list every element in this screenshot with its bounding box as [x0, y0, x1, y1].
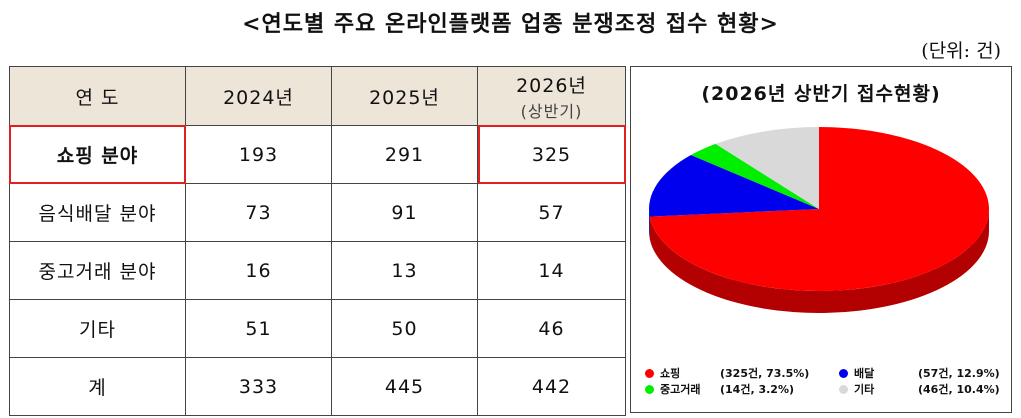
- legend-name: 중고거래: [660, 383, 701, 396]
- legend-swatch: [839, 385, 848, 394]
- header-2025: 2025년: [331, 66, 478, 126]
- cell-2025: 445: [331, 357, 478, 416]
- pie-side-배달: [649, 209, 650, 239]
- legend-name: 기타: [854, 383, 875, 396]
- cell-2026: 57: [477, 183, 626, 242]
- stats-table: 연 도 2024년 2025년 2026년 (상반기) 쇼핑 분야 193 29…: [9, 66, 626, 416]
- legend-detail: (325건, 73.5%): [720, 367, 810, 380]
- cell-2026: 46: [477, 299, 626, 358]
- legend-detail: (46건, 10.4%): [918, 383, 1000, 396]
- legend-item-shopping: 쇼핑 (325건, 73.5%): [645, 365, 810, 380]
- table-row: 음식배달 분야 73 91 57: [9, 183, 626, 242]
- header-2026: 2026년 (상반기): [477, 66, 626, 126]
- cell-2024: 333: [185, 357, 332, 416]
- highlight-2026-shopping: [478, 125, 626, 184]
- cell-2025: 13: [331, 241, 478, 300]
- cell-2024: 16: [185, 241, 332, 300]
- pie-slice-쇼핑: [649, 127, 990, 291]
- legend-name: 배달: [854, 367, 875, 380]
- cell-2025: 291: [331, 125, 478, 184]
- cell-2024: 51: [185, 299, 332, 358]
- row-label: 기타: [9, 299, 186, 358]
- row-label: 음식배달 분야: [9, 183, 186, 242]
- legend-item-secondhand: 중고거래 (14건, 3.2%): [645, 381, 794, 396]
- row-label: 계: [9, 357, 186, 416]
- legend-swatch: [645, 385, 654, 394]
- pie-chart-panel: (2026년 상반기 접수현황) 쇼핑 (325건, 73.5%) 배달 (57건,…: [630, 66, 1012, 413]
- unit-label: (단위: 건): [921, 40, 1001, 62]
- header-2026-note: (상반기): [520, 101, 583, 121]
- chart-title: (2026년 상반기 접수현황): [701, 83, 941, 105]
- cell-2025: 91: [331, 183, 478, 242]
- header-2024: 2024년: [185, 66, 332, 126]
- table-row: 기타 51 50 46: [9, 299, 626, 358]
- legend-detail: (14건, 3.2%): [720, 383, 794, 396]
- page-title: <연도별 주요 온라인플랫폼 업종 분쟁조정 접수 현황>: [242, 11, 779, 37]
- legend-swatch: [839, 369, 848, 378]
- pie-slice-중고거래: [690, 143, 819, 209]
- row-label: 쇼핑 분야: [9, 125, 186, 184]
- pie-side-쇼핑: [649, 209, 989, 314]
- legend-swatch: [645, 369, 654, 378]
- cell-2024: 73: [185, 183, 332, 242]
- row-label: 중고거래 분야: [9, 241, 186, 300]
- legend-item-other: 기타 (46건, 10.4%): [839, 381, 1000, 396]
- pie-slice-기타: [715, 127, 819, 209]
- pie-slice-배달: [649, 155, 819, 217]
- cell-2025: 50: [331, 299, 478, 358]
- table-row: 중고거래 분야 16 13 14: [9, 241, 626, 300]
- highlight-shopping-row: [9, 125, 186, 184]
- table-row: 쇼핑 분야 193 291 325: [9, 125, 626, 184]
- header-year-label: 연 도: [9, 66, 186, 126]
- pie-chart: [649, 127, 990, 314]
- cell-2026: 14: [477, 241, 626, 300]
- header-2026-year: 2026년: [516, 74, 587, 97]
- cell-2026: 442: [477, 357, 626, 416]
- cell-2024: 193: [185, 125, 332, 184]
- table-header-row: 연 도 2024년 2025년 2026년 (상반기): [9, 66, 626, 126]
- legend-item-delivery: 배달 (57건, 12.9%): [839, 365, 1000, 380]
- table-row: 계 333 445 442: [9, 357, 626, 416]
- legend-name: 쇼핑: [660, 367, 681, 380]
- legend-detail: (57건, 12.9%): [918, 367, 1000, 380]
